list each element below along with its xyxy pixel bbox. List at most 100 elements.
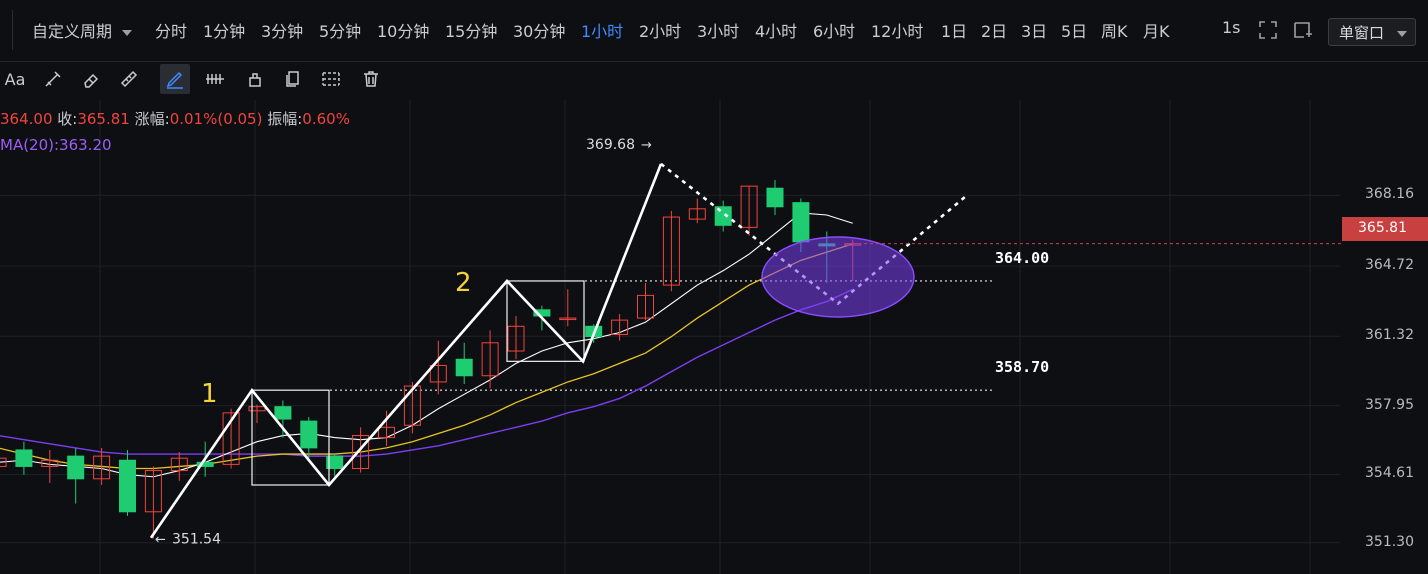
candle-27 [688,198,706,224]
lock-tool-button[interactable] [240,64,270,94]
level-label-1: 358.70 [995,358,1049,376]
candle-4 [93,447,111,485]
last-price-badge: 365.81 [1342,217,1428,241]
pencil-tool-button[interactable] [160,64,190,94]
close-value: 365.81 [77,110,130,128]
candle-19 [481,330,499,389]
interval-tab-15[interactable]: 3日 [1021,22,1048,41]
chevron-down-icon [122,29,133,36]
low-price-label: 351.54 [172,532,221,548]
ohlc-legend: 364.00 收:365.81 涨幅:0.01%(0.05) 振幅:0.60% [0,108,350,129]
interval-tab-1[interactable]: 1分钟 [203,22,246,41]
candle-26 [662,210,680,292]
text-tool-button[interactable]: Aa [0,64,30,94]
candle-body [67,455,85,480]
candle-body [300,420,318,449]
candle-15 [378,410,395,446]
amplitude-label: 振幅: [267,110,303,128]
interval-tab-5[interactable]: 15分钟 [445,22,498,41]
interval-tab-11[interactable]: 6小时 [813,22,856,41]
candle-12 [300,416,318,461]
custom-period-label: 自定义周期 [32,22,113,41]
interval-tab-10[interactable]: 4小时 [755,22,798,41]
interval-tab-3[interactable]: 5分钟 [319,22,362,41]
wave-path [149,163,663,539]
candle-body [429,364,447,383]
candle-body [507,325,525,352]
brush-tool-button[interactable] [38,64,68,94]
level-label-0: 364.00 [995,249,1049,267]
target-zone-ellipse [761,236,915,318]
candle-body [455,358,473,377]
copy-icon [286,71,299,87]
add-window-icon[interactable] [1292,20,1312,40]
interval-tab-18[interactable]: 月K [1143,22,1170,41]
candle-7 [170,452,188,481]
candle-body [274,406,292,420]
wave-label-0: 1 [201,379,218,409]
brush-icon [45,71,61,87]
candle-1 [15,441,33,475]
amplitude-value: 0.60% [302,110,350,128]
candle-body [378,426,395,439]
interval-tab-0[interactable]: 分时 [155,22,188,41]
candle-body [93,455,111,480]
candle-body [248,406,266,412]
interval-tab-9[interactable]: 3小时 [697,22,740,41]
candle-13 [326,454,344,477]
candle-body [41,459,59,467]
interval-tab-16[interactable]: 5日 [1061,22,1088,41]
candle-body [481,342,499,377]
custom-period-dropdown[interactable]: 自定义周期 [32,18,133,42]
candle-body [740,185,758,228]
candle-body [688,208,706,220]
drawing-toolbar: Aa [0,62,420,96]
window-mode-label: 单窗口 [1339,24,1385,42]
interval-tab-7[interactable]: 1小时 [581,22,624,41]
candle-3 [67,447,85,504]
copy-tool-button[interactable] [278,64,308,94]
interval-tab-17[interactable]: 周K [1101,22,1128,41]
high-price-label: 369.68 [586,137,635,153]
pencil-icon [166,71,183,89]
candle-body [559,317,577,321]
interval-tab-8[interactable]: 2小时 [639,22,682,41]
candle-body [119,459,136,513]
refresh-rate-button[interactable]: 1s [1222,18,1241,37]
toolbar-divider [12,10,13,50]
candle-5 [119,449,136,516]
consolidation-box-2 [506,280,585,362]
candle-body [15,449,33,467]
candle-body [637,294,654,319]
interval-tab-14[interactable]: 2日 [981,22,1008,41]
interval-tab-2[interactable]: 3分钟 [261,22,304,41]
grid-tool-button[interactable] [316,64,346,94]
measure-tool-button[interactable] [200,64,230,94]
fullscreen-icon[interactable] [1258,20,1278,40]
ma-mid-line [0,243,853,470]
ruler-tool-button[interactable] [114,64,144,94]
interval-tab-6[interactable]: 30分钟 [513,22,566,41]
candle-30 [766,179,784,216]
delete-tool-button[interactable] [356,64,386,94]
open-value: 364.00 [0,110,53,128]
candle-2 [41,449,59,483]
candle-6 [144,466,162,539]
grid-icon [322,72,340,86]
window-mode-select[interactable]: 单窗口 [1328,18,1416,46]
candle-body [352,435,370,470]
candle-0 [0,457,7,467]
interval-tab-4[interactable]: 10分钟 [377,22,430,41]
interval-tab-12[interactable]: 12小时 [871,22,924,41]
interval-tab-13[interactable]: 1日 [941,22,968,41]
y-tick-label: 361.32 [1365,327,1414,344]
candle-29 [740,185,758,236]
measure-icon [206,74,224,84]
eraser-tool-button[interactable] [76,64,106,94]
candlestick-chart[interactable]: 364.00 358.70 351.54 ← 369.68 → 1 2 [0,100,1428,574]
y-tick-label: 354.61 [1365,465,1414,482]
candle-body [766,187,784,208]
candle-body [222,412,240,465]
candle-22 [559,289,577,327]
arrow-left-icon: ← [155,533,166,548]
